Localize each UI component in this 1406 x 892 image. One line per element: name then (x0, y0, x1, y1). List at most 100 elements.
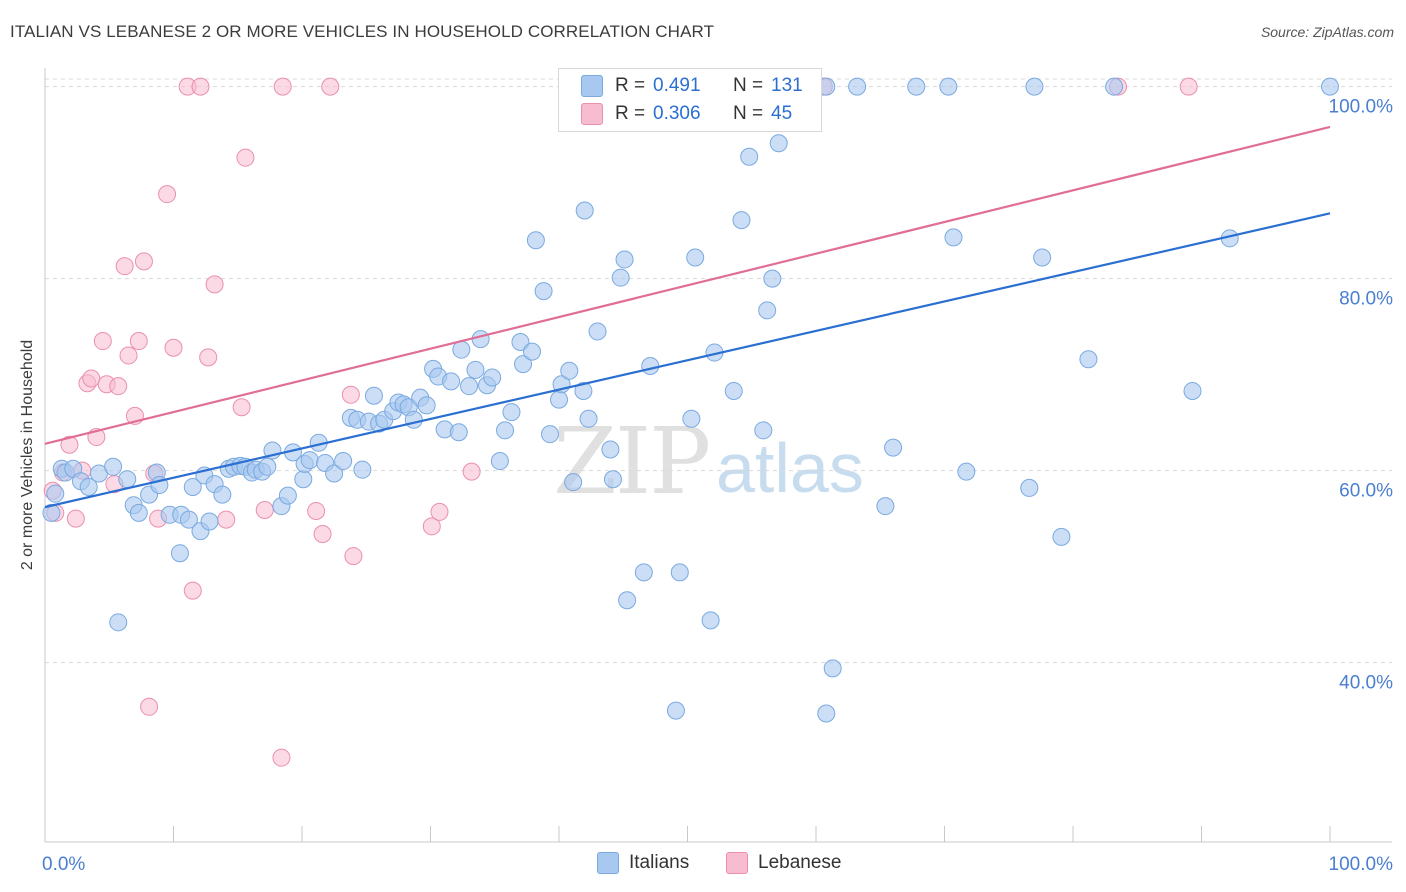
italians-point (575, 201, 594, 220)
lebanese-point (60, 435, 79, 454)
italians-n-label: N = (733, 75, 764, 96)
lebanese-legend-label: Lebanese (758, 852, 842, 873)
italians-point (179, 510, 198, 529)
lebanese-point (232, 398, 251, 417)
watermark-atlas: atlas (716, 429, 864, 507)
legend-item-lebanese[interactable]: Lebanese (726, 852, 841, 874)
italians-point (564, 473, 583, 492)
italians-point (670, 563, 689, 582)
italians-point (46, 484, 65, 503)
italians-point (490, 452, 509, 471)
italians-point (574, 381, 593, 400)
italians-point (682, 409, 701, 428)
x-tick-label-max: 100.0% (1329, 854, 1394, 875)
italians-point (588, 322, 607, 341)
italians-point (449, 423, 468, 442)
italians-point (170, 544, 189, 563)
lebanese-point (430, 502, 449, 521)
y-tick-label-40: 40.0% (1339, 673, 1393, 694)
trend-lines (44, 125, 1331, 509)
lebanese-point (313, 525, 332, 543)
lebanese-point (321, 77, 340, 96)
italians-legend-label: Italians (629, 852, 690, 873)
lebanese-point (109, 377, 128, 396)
italians-point (848, 77, 867, 96)
italians-point (957, 462, 976, 481)
italians-point (876, 497, 895, 516)
italians-point (686, 248, 705, 267)
italians-point (442, 372, 461, 391)
italians-point (104, 457, 123, 476)
lebanese-point (422, 517, 441, 536)
italians-point (601, 440, 620, 459)
lebanese-point (93, 332, 112, 351)
italians-point (1020, 478, 1039, 497)
italians-point (907, 77, 926, 96)
lebanese-point (255, 501, 274, 519)
italians-points (42, 77, 1339, 723)
lebanese-swatch (581, 103, 603, 125)
italians-r-value: 0.491 (653, 75, 701, 96)
italians-point (641, 357, 660, 375)
italians-point (939, 77, 958, 96)
italians-point (496, 421, 515, 440)
italians-point (278, 486, 297, 505)
stats-legend: R = 0.491 N = 131 R = 0.306 N = 45 (558, 68, 822, 132)
italians-r-label: R = (615, 75, 646, 96)
italians-point (514, 355, 533, 374)
italians-point (325, 464, 344, 483)
lebanese-point (158, 185, 177, 204)
italians-point (258, 457, 277, 476)
grid-lines (45, 78, 1392, 664)
italians-point (1079, 350, 1098, 369)
italians-trend-line (44, 212, 1331, 509)
lebanese-points (43, 77, 1198, 767)
legend-row-italians: R = 0.491 N = 131 (581, 73, 811, 99)
lebanese-r-value: 0.306 (653, 103, 701, 124)
lebanese-point (129, 332, 148, 351)
lebanese-point (344, 547, 363, 566)
lebanese-point (205, 275, 224, 294)
lebanese-point (341, 385, 360, 404)
italians-swatch (581, 75, 603, 97)
source-label: Source: ZipAtlas.com (1260, 24, 1394, 40)
italians-point (471, 330, 490, 349)
italians-point (129, 503, 148, 522)
italians-point (754, 421, 773, 440)
italians-point (1025, 77, 1044, 96)
lebanese-point (1179, 77, 1198, 96)
italians-point (109, 613, 128, 632)
italians-point (560, 361, 579, 380)
lebanese-point (217, 510, 236, 529)
italians-point (526, 231, 545, 250)
italians-point (740, 147, 759, 166)
italians-point (502, 403, 521, 422)
italians-point (763, 269, 782, 288)
italians-point (294, 470, 313, 489)
italians-point (213, 485, 232, 504)
italians-point (884, 438, 903, 457)
y-tick-label-60: 60.0% (1339, 481, 1393, 502)
italians-point (460, 377, 479, 396)
lebanese-point (272, 748, 291, 767)
legend-item-italians[interactable]: Italians (597, 852, 689, 874)
italians-point (1183, 381, 1202, 400)
lebanese-point (462, 462, 481, 481)
axes (44, 68, 1392, 843)
italians-point (466, 360, 485, 379)
lebanese-n-value: 45 (771, 103, 793, 124)
lebanese-point (82, 369, 101, 388)
italians-point (523, 342, 542, 361)
lebanese-r-label: R = (615, 103, 646, 124)
y-tick-label-80: 80.0% (1339, 289, 1393, 310)
italians-n-value: 131 (771, 75, 803, 96)
watermark-zip: ZIP (553, 408, 711, 515)
lebanese-point (119, 346, 138, 365)
italians-point (758, 301, 777, 320)
italians-point (823, 659, 842, 678)
lebanese-point (164, 338, 183, 357)
lebanese-n-label: N = (733, 103, 764, 124)
lebanese-trend-line (44, 125, 1331, 445)
italians-point (817, 704, 836, 723)
